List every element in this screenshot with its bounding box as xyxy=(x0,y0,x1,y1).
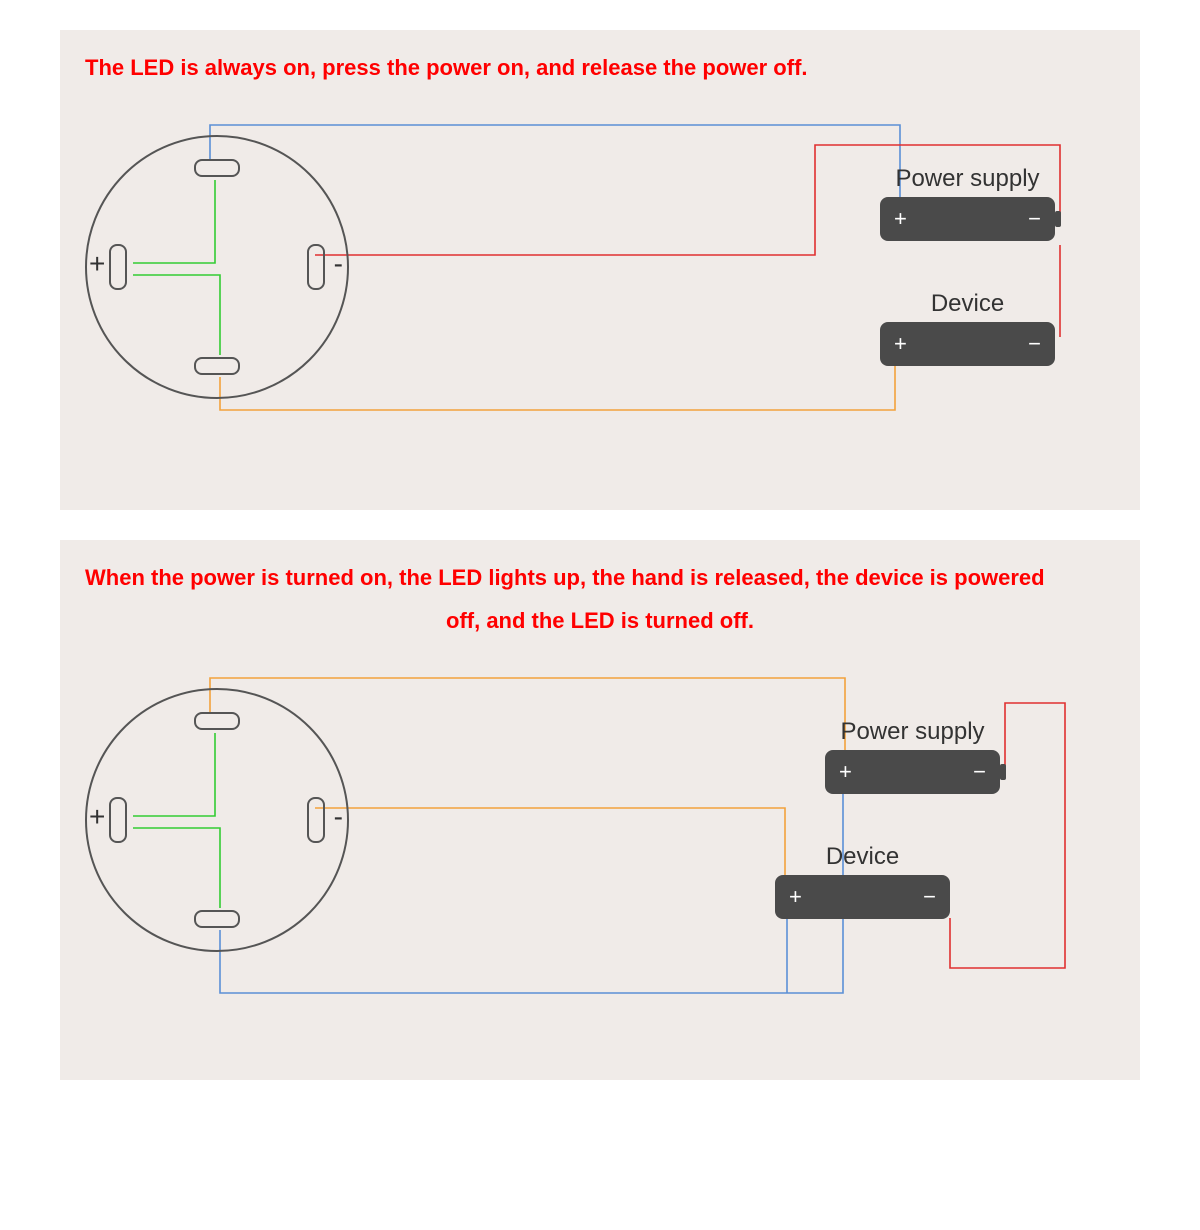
wiring-panel-2: When the power is turned on, the LED lig… xyxy=(60,540,1140,1080)
pin-bottom-2 xyxy=(194,910,240,928)
switch-connector-1: + - xyxy=(85,135,349,399)
pin-right-1 xyxy=(307,244,325,290)
battery-nub-2 xyxy=(1000,764,1006,780)
power-supply-label-1: Power supply xyxy=(880,165,1055,193)
diagram-1: + - Power supply + − Device + − xyxy=(85,105,1115,465)
caption-2-line2: off, and the LED is turned off. xyxy=(85,603,1115,638)
power-plus-2: + xyxy=(839,759,852,785)
device-plus-1: + xyxy=(894,331,907,357)
power-supply-1: Power supply + − xyxy=(880,165,1055,241)
pin-bottom-1 xyxy=(194,357,240,375)
device-2: Device + − xyxy=(775,843,950,919)
device-label-1: Device xyxy=(880,290,1055,318)
device-minus-1: − xyxy=(1028,331,1041,357)
switch-connector-2: + - xyxy=(85,688,349,952)
power-plus-1: + xyxy=(894,206,907,232)
switch-plus-label-2: + xyxy=(89,801,105,833)
device-1: Device + − xyxy=(880,290,1055,366)
caption-2-line1: When the power is turned on, the LED lig… xyxy=(85,565,1045,590)
pin-left-1 xyxy=(109,244,127,290)
device-minus-2: − xyxy=(923,884,936,910)
device-plus-2: + xyxy=(789,884,802,910)
pin-top-2 xyxy=(194,712,240,730)
device-label-2: Device xyxy=(775,843,950,871)
pin-top-1 xyxy=(194,159,240,177)
switch-minus-label-1: - xyxy=(334,248,343,280)
pin-right-2 xyxy=(307,797,325,843)
panel-2-caption: When the power is turned on, the LED lig… xyxy=(85,560,1115,638)
diagram-2: + - Power supply + − Device + − xyxy=(85,658,1115,1018)
pin-left-2 xyxy=(109,797,127,843)
power-supply-box-1: + − xyxy=(880,197,1055,241)
battery-nub-1 xyxy=(1055,211,1061,227)
caption-1-line1: The LED is always on, press the power on… xyxy=(85,55,808,80)
power-minus-1: − xyxy=(1028,206,1041,232)
device-box-1: + − xyxy=(880,322,1055,366)
power-supply-box-2: + − xyxy=(825,750,1000,794)
power-supply-label-2: Power supply xyxy=(825,718,1000,746)
wiring-panel-1: The LED is always on, press the power on… xyxy=(60,30,1140,510)
device-box-2: + − xyxy=(775,875,950,919)
power-minus-2: − xyxy=(973,759,986,785)
switch-plus-label-1: + xyxy=(89,248,105,280)
switch-minus-label-2: - xyxy=(334,801,343,833)
panel-1-caption: The LED is always on, press the power on… xyxy=(85,50,1115,85)
power-supply-2: Power supply + − xyxy=(825,718,1000,794)
